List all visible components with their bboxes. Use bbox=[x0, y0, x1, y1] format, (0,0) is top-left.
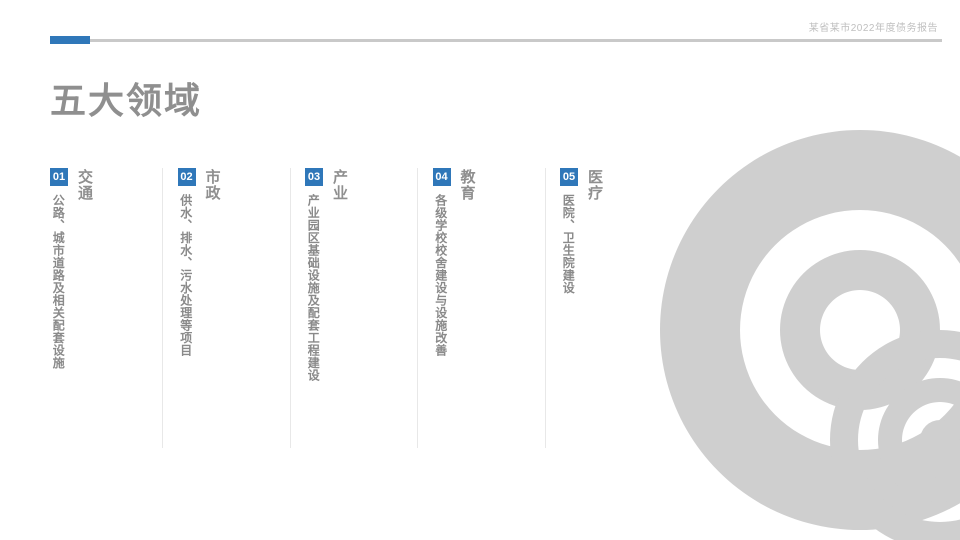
column-5-heading: 医疗 bbox=[584, 169, 605, 201]
column-4-heading: 教育 bbox=[457, 169, 478, 201]
column-separator bbox=[290, 168, 291, 448]
column-4-desc: 各级学校校舍建设与设施改善 bbox=[433, 194, 449, 357]
column-separator bbox=[545, 168, 546, 448]
column-3: 03 产业 产业园区基础设施及配套工程建设 bbox=[305, 168, 415, 468]
top-bar-line bbox=[50, 39, 942, 42]
column-5: 05 医疗 医院、卫生院建设 bbox=[560, 168, 670, 468]
column-5-number: 05 bbox=[560, 168, 578, 186]
column-3-heading: 产业 bbox=[329, 169, 350, 201]
column-2: 02 市政 供水、排水、污水处理等项目 bbox=[178, 168, 288, 468]
column-2-heading: 市政 bbox=[202, 169, 223, 201]
column-1-number: 01 bbox=[50, 168, 68, 186]
column-3-desc: 产业园区基础设施及配套工程建设 bbox=[305, 194, 321, 382]
column-2-number: 02 bbox=[178, 168, 196, 186]
background-rings-icon bbox=[650, 120, 960, 540]
column-separator bbox=[417, 168, 418, 448]
column-1-heading: 交通 bbox=[74, 169, 95, 201]
column-5-desc: 医院、卫生院建设 bbox=[560, 194, 576, 294]
column-1-desc: 公路、城市道路及相关配套设施 bbox=[50, 194, 66, 369]
slide-root: 某省某市2022年度债务报告 五大领域 01 交通 公路、城市道路及相关配套设施… bbox=[0, 0, 960, 540]
column-4: 04 教育 各级学校校舍建设与设施改善 bbox=[433, 168, 543, 468]
top-bar-accent bbox=[50, 36, 90, 44]
column-4-number: 04 bbox=[433, 168, 451, 186]
page-title: 五大领域 bbox=[50, 72, 202, 124]
column-1: 01 交通 公路、城市道路及相关配套设施 bbox=[50, 168, 160, 468]
columns-container: 01 交通 公路、城市道路及相关配套设施 02 市政 供水、排水、污水处理等项目… bbox=[50, 168, 670, 468]
top-bar: 某省某市2022年度债务报告 bbox=[50, 36, 942, 44]
header-subtitle: 某省某市2022年度债务报告 bbox=[809, 19, 938, 34]
column-separator bbox=[162, 168, 163, 448]
column-2-desc: 供水、排水、污水处理等项目 bbox=[178, 194, 194, 357]
column-3-number: 03 bbox=[305, 168, 323, 186]
